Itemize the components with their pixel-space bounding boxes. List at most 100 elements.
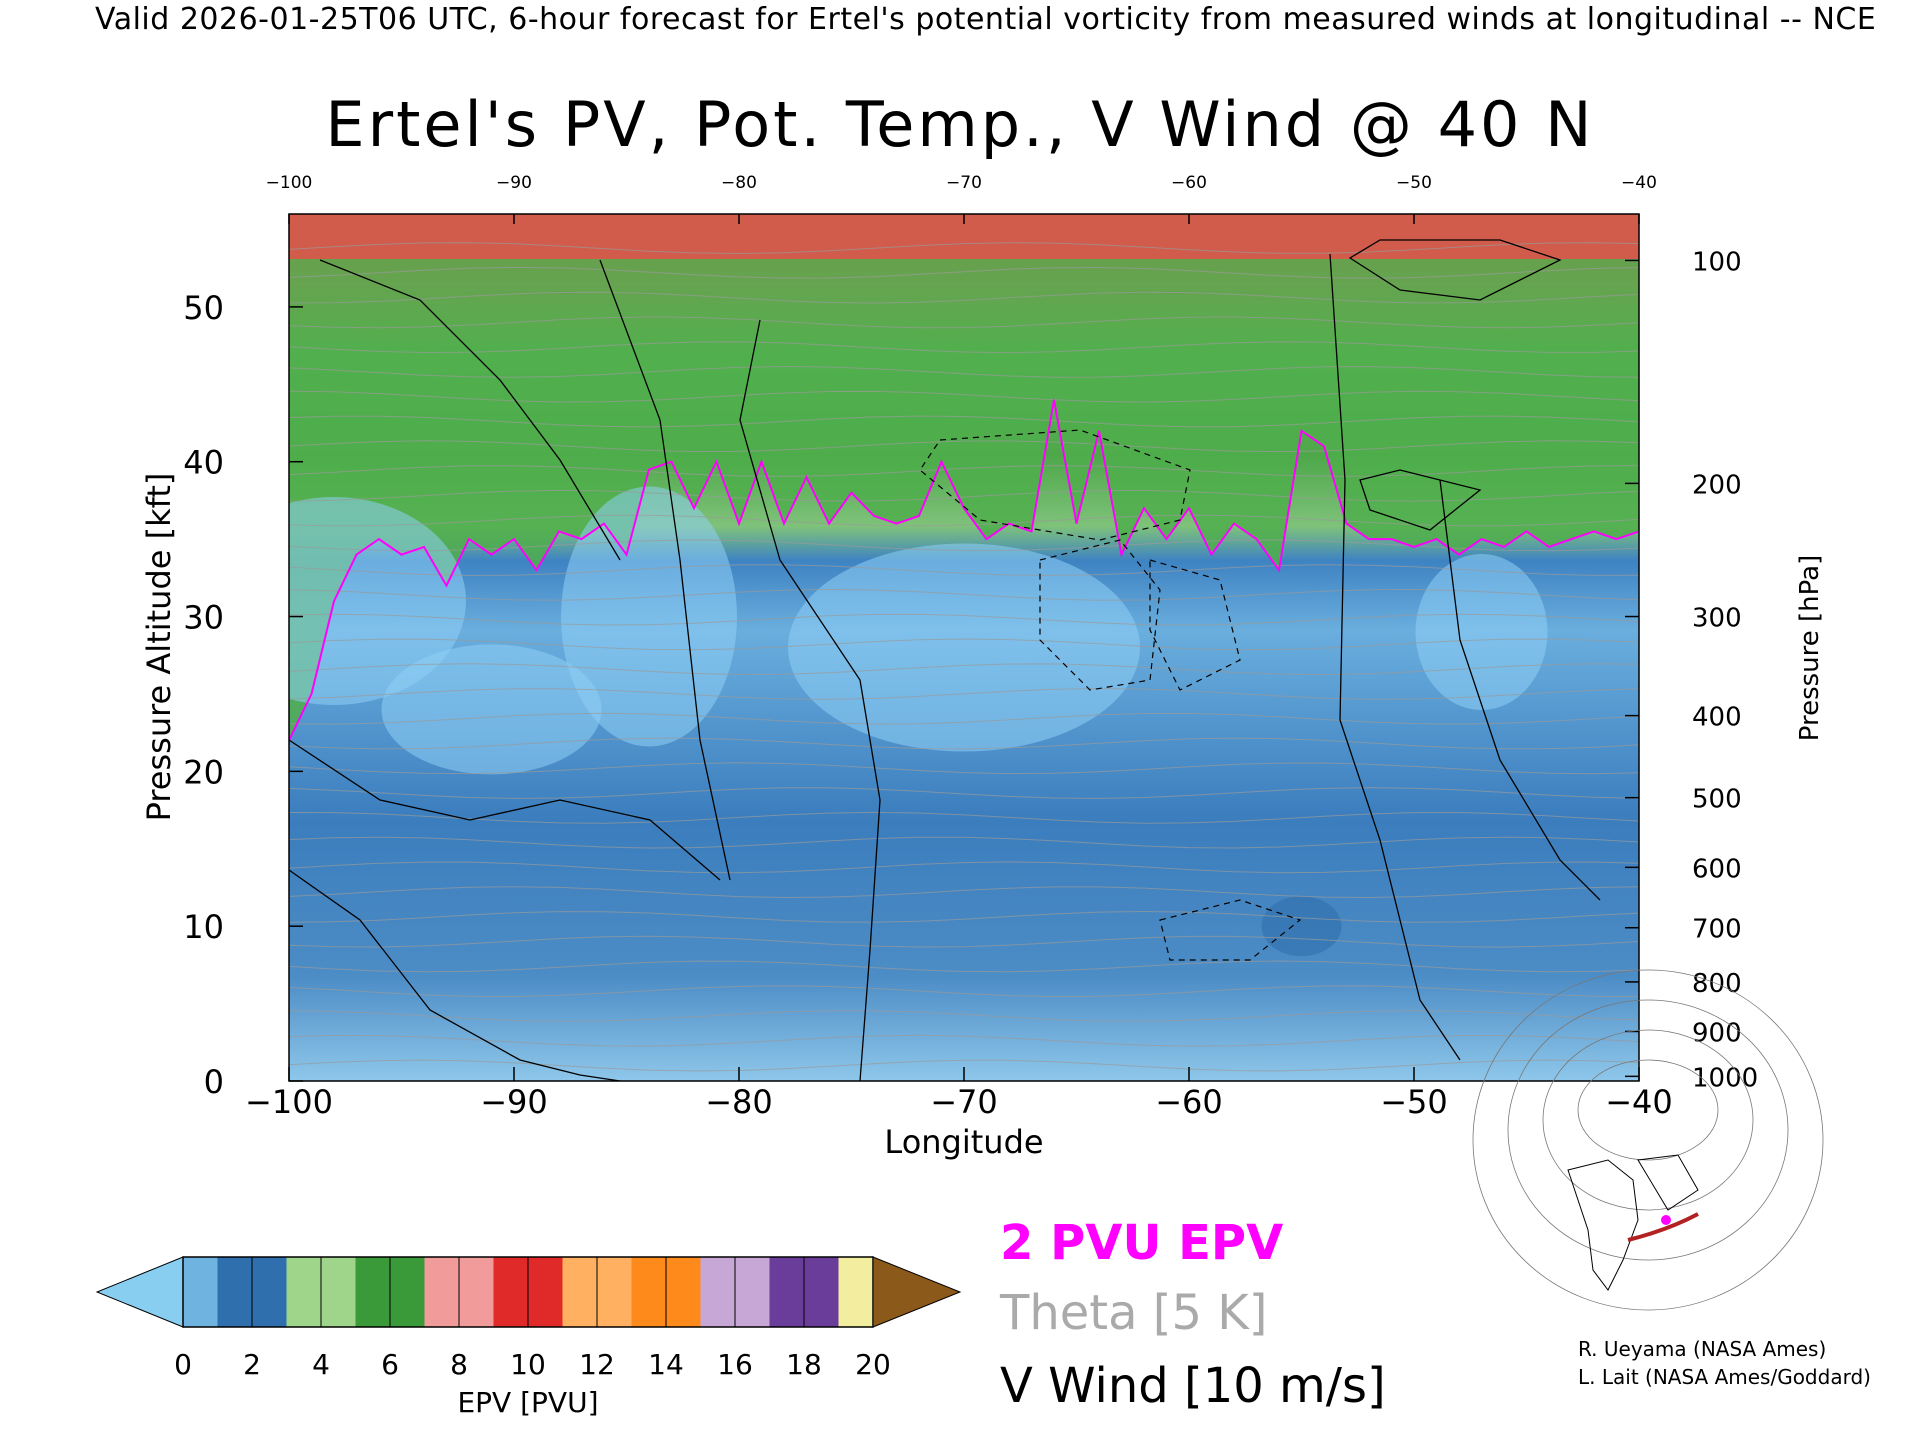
theta-isoline <box>289 935 1639 948</box>
colorbar-tick-label: 2 <box>243 1348 261 1381</box>
chart-title: Ertel's PV, Pot. Temp., V Wind @ 40 N <box>325 88 1595 161</box>
tropo-patch <box>1415 554 1548 711</box>
theta-isoline <box>289 638 1639 651</box>
x-tick-label: −60 <box>1155 1083 1223 1121</box>
colorbar-under-arrow <box>95 1256 184 1328</box>
colorbar-over-arrow <box>872 1256 962 1328</box>
theta-isoline <box>289 861 1639 874</box>
locator-map <box>1472 969 1824 1311</box>
colorbar-swatch <box>631 1257 666 1327</box>
legend-vwind-label: V Wind [10 m/s] <box>1000 1358 1386 1414</box>
theta-isoline <box>289 836 1639 849</box>
theta-isoline <box>289 341 1639 354</box>
vwind-contour <box>1329 253 1461 1061</box>
theta-isoline <box>289 960 1639 973</box>
vwind-contour <box>739 319 881 1081</box>
vwind-contour <box>1348 239 1562 301</box>
y-tick-label: 0 <box>204 1063 224 1101</box>
map-graticule <box>1472 969 1824 1311</box>
colorbar-swatch <box>597 1257 632 1327</box>
pv-anomaly <box>1261 896 1342 957</box>
vwind-negative-contour <box>1149 559 1241 691</box>
theta-isoline <box>289 415 1639 428</box>
colorbar-tick-label: 12 <box>579 1348 615 1381</box>
theta-isoline <box>289 811 1639 824</box>
colorbar-swatch <box>838 1257 873 1327</box>
top-tick-label: −70 <box>946 173 982 193</box>
colorbar-tick-label: 18 <box>786 1348 822 1381</box>
valid-time-banner: Valid 2026-01-25T06 UTC, 6-hour forecast… <box>95 2 1877 37</box>
pressure-tick-label: 300 <box>1692 604 1742 634</box>
vwind-contour <box>319 259 621 561</box>
vwind-contour <box>289 739 721 881</box>
theta-isoline <box>289 465 1639 477</box>
theta-isoline <box>289 316 1639 329</box>
y-tick-label: 40 <box>183 444 224 482</box>
theta-isoline <box>289 663 1639 676</box>
theta-isoline <box>289 242 1639 255</box>
theta-isoline <box>289 1059 1639 1072</box>
colorbar-swatch <box>183 1257 218 1327</box>
theta-isoline <box>289 613 1639 626</box>
vwind-contour <box>1359 469 1482 531</box>
top-tick-label: −50 <box>1396 173 1432 193</box>
tropo-patch <box>788 543 1140 752</box>
x-tick-label: −90 <box>480 1083 548 1121</box>
credit-line-2: L. Lait (NASA Ames/Goddard) <box>1578 1365 1871 1389</box>
map-coastline <box>1567 1159 1639 1291</box>
map-graticule <box>1577 1059 1719 1161</box>
colorbar-tick-label: 0 <box>174 1348 192 1381</box>
pressure-tick-label: 600 <box>1692 854 1742 884</box>
pv-field <box>289 214 1639 1081</box>
map-background <box>1538 1150 1736 1300</box>
vwind-contour <box>1439 479 1601 901</box>
theta-isoline <box>289 489 1639 502</box>
map-graticule <box>1542 1029 1754 1211</box>
top-tick-label: −40 <box>1621 173 1657 193</box>
colorbar-swatch <box>390 1257 425 1327</box>
theta-isoline <box>289 712 1639 725</box>
colorbar-tick-label: 10 <box>510 1348 546 1381</box>
top-tick-label: −80 <box>721 173 757 193</box>
pressure-tick-label: 100 <box>1692 247 1742 277</box>
theta-isoline <box>289 910 1639 923</box>
theta-isoline <box>289 762 1639 775</box>
x-tick-label: −100 <box>245 1083 333 1121</box>
pressure-tick-label: 900 <box>1692 1018 1742 1048</box>
map-marker <box>1661 1215 1671 1225</box>
colorbar-tick-label: 16 <box>717 1348 753 1381</box>
axes: −100 −100 −90 −90 −80 −80 −70 −70 −60 −60 −50 −50 −4… <box>140 173 1825 1161</box>
theta-isoline <box>289 588 1639 601</box>
y-tick-label: 20 <box>183 753 224 791</box>
theta-isoline <box>289 291 1639 304</box>
pressure-tick-label: 400 <box>1692 703 1742 733</box>
colorbar: 0 2 4 6 8 10 12 14 16 18 20 EPV [PVU] <box>95 1256 962 1419</box>
vwind-negative-contour <box>919 429 1191 541</box>
theta-isoline <box>289 266 1639 279</box>
x-tick-label: −40 <box>1605 1083 1673 1121</box>
theta-isoline <box>289 737 1639 750</box>
tropo-patch <box>381 644 602 775</box>
x-tick-label: −50 <box>1380 1083 1448 1121</box>
colorbar-label: EPV [PVU] <box>457 1386 598 1419</box>
legend-theta-label: Theta [5 K] <box>1000 1285 1268 1341</box>
credit-line-1: R. Ueyama (NASA Ames) <box>1578 1337 1827 1361</box>
y-tick-label: 10 <box>183 908 224 946</box>
theta-isoline <box>289 787 1639 799</box>
colorbar-swatch <box>252 1257 287 1327</box>
legend-pv-label: 2 PVU EPV <box>1000 1215 1284 1271</box>
theta-isoline <box>289 985 1639 998</box>
theta-isoline <box>289 440 1639 453</box>
colorbar-swatch <box>769 1257 804 1327</box>
theta-isoline <box>289 1010 1639 1022</box>
pv-2pvu-line <box>289 399 1639 741</box>
theta-isoline <box>289 365 1639 378</box>
colorbar-tick-label: 4 <box>312 1348 330 1381</box>
plot-area <box>289 214 1639 1081</box>
colorbar-tick-label: 14 <box>648 1348 684 1381</box>
top-tick-label: −60 <box>1171 173 1207 193</box>
vwind-contour <box>599 259 731 881</box>
colorbar-swatch <box>735 1257 770 1327</box>
theta-isoline <box>289 886 1639 899</box>
